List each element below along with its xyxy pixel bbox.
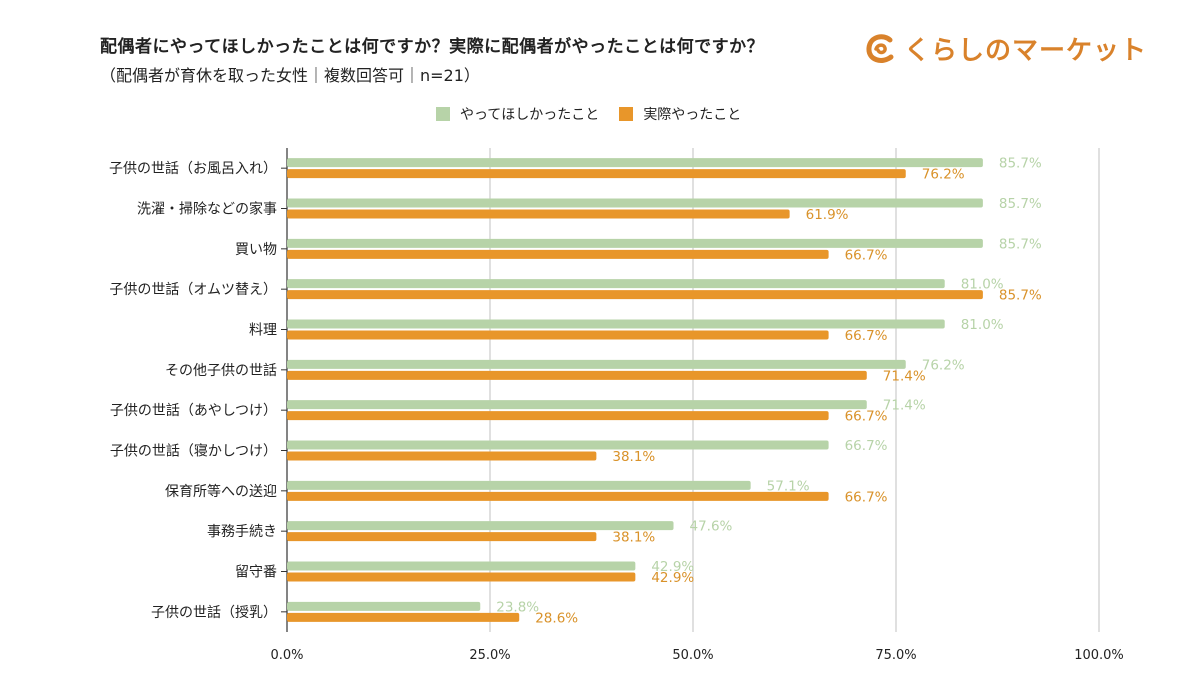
bar-wanted [287,238,983,248]
data-label-wanted: 42.9% [651,559,694,575]
category-label: 料理 [249,323,277,339]
category-label: 留守番 [235,565,277,581]
category-label: 子供の世話（授乳） [151,604,277,621]
data-label-wanted: 85.7% [999,156,1042,172]
legend-swatch-did [619,107,634,121]
bar-wanted [287,521,674,531]
chart-legend: やってほしかったこと 実際やったこと [436,104,761,124]
bar-wanted [287,359,906,369]
bar-did [287,411,829,421]
bar-did [287,330,829,340]
bar-did [287,290,983,300]
data-label-wanted: 66.7% [845,438,888,454]
x-tick-label: 75.0% [875,648,916,663]
legend-item-wanted: やってほしかったこと [436,104,599,124]
category-label: その他子供の世話 [165,362,277,379]
data-label-wanted: 85.7% [999,196,1042,212]
bar-did [287,612,520,622]
bar-wanted [287,158,983,168]
category-label: 保育所等への送迎 [165,483,277,500]
data-label-did: 28.6% [535,610,578,626]
logo-text: くらしのマーケット [904,36,1148,66]
bar-wanted [287,198,983,208]
data-label-did: 66.7% [845,409,888,425]
bar-wanted [287,601,481,611]
legend-label-wanted: やってほしかったこと [460,107,600,123]
data-label-wanted: 57.1% [767,478,810,494]
brand-logo: くらしのマーケット [864,30,1147,67]
data-label-did: 66.7% [845,328,888,344]
x-tick-label: 100.0% [1074,648,1124,663]
bar-wanted [287,400,867,410]
x-tick-label: 50.0% [672,648,713,663]
category-label: 子供の世話（あやしつけ） [110,402,277,419]
bar-did [287,572,636,582]
data-label-wanted: 85.7% [999,236,1042,252]
x-tick-label: 0.0% [270,648,303,663]
category-label: 子供の世話（オムツ替え） [109,281,277,298]
category-label: 事務手続き [207,523,277,540]
chart-subtitle: （配偶者が育休を取った女性｜複数回答可｜n=21） [100,66,480,85]
bar-did [287,370,867,380]
data-label-did: 76.2% [922,167,965,183]
bar-did [287,491,829,501]
bar-did [287,169,906,179]
bar-wanted [287,440,829,450]
category-label: 洗濯・掃除などの家事 [137,201,277,218]
legend-swatch-wanted [436,107,450,121]
bar-wanted [287,480,751,490]
data-label-wanted: 71.4% [883,398,926,414]
bar-wanted [287,319,945,329]
bar-did [287,209,790,219]
data-label-did: 38.1% [612,449,655,465]
category-label: 買い物 [235,242,277,258]
data-label-wanted: 23.8% [496,599,539,615]
data-label-wanted: 81.0% [961,277,1004,293]
chart-title: 配偶者にやってほしかったことは何ですか？実際に配偶者がやったことは何ですか？ [100,37,765,57]
data-label-did: 61.9% [806,207,849,223]
x-tick-label: 25.0% [469,648,510,663]
data-label-did: 66.7% [845,247,888,263]
data-label-wanted: 47.6% [690,519,733,535]
data-label-did: 71.4% [883,368,926,384]
legend-item-did: 実際やったこと [619,104,741,124]
data-label-wanted: 81.0% [961,317,1004,333]
category-label: 子供の世話（お風呂入れ） [109,160,277,177]
data-label-wanted: 76.2% [922,357,965,373]
bar-wanted [287,561,636,571]
bar-wanted [287,279,945,289]
data-label-did: 42.9% [651,570,694,586]
data-label-did: 85.7% [999,288,1042,304]
data-label-did: 66.7% [845,489,888,505]
bar-did [287,451,597,461]
logo-c-icon [866,33,894,63]
data-label-did: 38.1% [612,530,655,546]
bar-did [287,532,597,542]
bar-did [287,249,829,259]
legend-label-did: 実際やったこと [643,107,742,123]
category-label: 子供の世話（寝かしつけ） [110,443,277,460]
